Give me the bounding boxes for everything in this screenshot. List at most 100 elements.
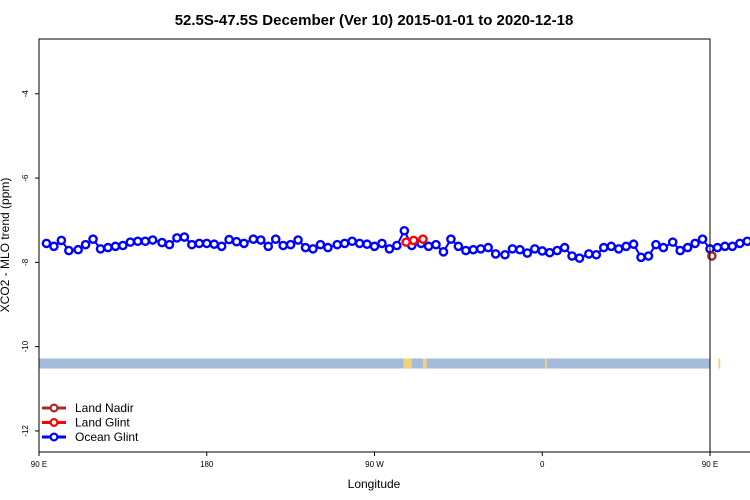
legend-label-land-glint: Land Glint — [75, 416, 130, 430]
data-point-ocean-glint — [613, 244, 624, 254]
data-point-ocean-glint — [438, 247, 449, 257]
data-point-ocean-glint — [300, 242, 311, 253]
x-tick-label: 0 — [540, 460, 545, 469]
x-tick-label: 180 — [200, 460, 214, 469]
plot-frame — [38, 38, 711, 453]
data-point-ocean-glint — [354, 238, 365, 249]
y-tick-label: -8 — [21, 258, 30, 266]
data-point-ocean-glint — [377, 238, 387, 249]
data-point-ocean-glint — [95, 244, 106, 254]
data-point-ocean-glint — [522, 248, 533, 258]
data-point-ocean-glint — [690, 238, 700, 249]
land-segment — [403, 358, 412, 369]
data-point-ocean-glint — [64, 245, 74, 256]
data-point-ocean-glint — [80, 239, 91, 250]
y-tick-label: -6 — [21, 174, 30, 182]
data-point-ocean-glint — [157, 237, 167, 248]
data-point-land-glint — [418, 234, 428, 244]
data-point-ocean-glint — [697, 234, 708, 244]
data-point-ocean-glint — [248, 234, 259, 244]
data-point-ocean-glint — [515, 244, 525, 255]
data-point-ocean-glint — [628, 239, 639, 250]
data-point-ocean-glint — [453, 241, 464, 252]
x-tick-label: 90 W — [365, 460, 384, 469]
data-point-ocean-glint — [446, 234, 456, 244]
land-ocean-band — [39, 358, 721, 369]
land-segment — [422, 358, 427, 369]
data-point-ocean-glint — [339, 238, 350, 249]
data-point-ocean-glint — [270, 234, 281, 244]
data-point-ocean-glint — [140, 236, 151, 247]
data-point-ocean-glint — [56, 235, 67, 246]
land-segment — [545, 358, 547, 369]
data-point-ocean-glint — [285, 239, 296, 250]
data-point-ocean-glint — [239, 238, 249, 249]
data-point-ocean-glint — [574, 253, 585, 263]
data-point-ocean-glint — [362, 239, 372, 250]
data-point-ocean-glint — [209, 239, 220, 250]
chart-title: 52.5S-47.5S December (Ver 10) 2015-01-01… — [175, 12, 574, 29]
data-point-ocean-glint — [164, 239, 175, 250]
legend-label-ocean-glint: Ocean Glint — [75, 430, 139, 444]
data-point-ocean-glint — [606, 241, 617, 252]
data-point-ocean-glint — [256, 235, 266, 245]
data-point-ocean-glint — [742, 236, 750, 247]
data-point-ocean-glint — [598, 242, 609, 253]
plot-area — [41, 225, 750, 263]
data-point-ocean-glint — [308, 244, 318, 254]
data-point-ocean-glint — [278, 240, 288, 251]
data-point-ocean-glint — [231, 236, 242, 247]
y-tick-label: -4 — [21, 90, 30, 98]
data-point-ocean-glint — [490, 249, 501, 259]
data-point-ocean-glint — [49, 241, 59, 252]
data-point-ocean-glint — [125, 237, 136, 247]
data-point-ocean-glint — [384, 244, 395, 254]
data-point-ocean-glint — [172, 233, 182, 243]
legend-label-land-nadir: Land Nadir — [75, 401, 134, 415]
data-point-ocean-glint — [369, 241, 380, 252]
data-point-ocean-glint — [720, 241, 730, 252]
data-point-ocean-glint — [727, 241, 738, 252]
data-point-ocean-glint — [675, 245, 685, 256]
data-point-ocean-glint — [399, 225, 410, 236]
data-point-land-nadir — [707, 251, 717, 261]
data-point-ocean-glint — [529, 244, 540, 254]
data-point-ocean-glint — [347, 236, 357, 247]
data-point-ocean-glint — [315, 239, 326, 250]
x-tick-label: 90 E — [31, 460, 47, 469]
legend-marker-ocean-glint — [49, 432, 59, 442]
data-point-ocean-glint — [41, 238, 52, 249]
data-point-ocean-glint — [475, 244, 486, 254]
land-segment — [718, 358, 721, 369]
data-point-ocean-glint — [552, 245, 562, 256]
data-point-ocean-glint — [461, 245, 471, 256]
data-point-ocean-glint — [216, 241, 227, 252]
data-point-ocean-glint — [118, 240, 128, 251]
data-point-ocean-glint — [507, 244, 518, 254]
x-axis-label: Longitude — [348, 477, 401, 491]
data-point-ocean-glint — [643, 251, 654, 261]
data-point-ocean-glint — [263, 241, 274, 252]
data-point-ocean-glint — [88, 234, 98, 244]
ocean-band — [39, 358, 710, 369]
data-point-ocean-glint — [500, 249, 510, 260]
data-point-ocean-glint — [431, 239, 441, 250]
data-point-ocean-glint — [667, 237, 678, 247]
data-point-ocean-glint — [658, 242, 669, 253]
data-point-ocean-glint — [591, 249, 602, 260]
data-point-ocean-glint — [224, 234, 234, 245]
data-point-ocean-glint — [651, 239, 661, 250]
data-point-ocean-glint — [682, 242, 693, 253]
data-point-ocean-glint — [132, 236, 143, 247]
y-axis-label: XCO2 - MLO trend (ppm) — [0, 178, 12, 313]
data-point-ocean-glint — [567, 251, 577, 261]
data-point-ocean-glint — [293, 235, 303, 245]
data-point-ocean-glint — [423, 241, 434, 252]
y-tick-label: -12 — [21, 425, 30, 437]
data-point-ocean-glint — [483, 242, 493, 253]
data-point-ocean-glint — [179, 232, 190, 242]
data-point-ocean-glint — [559, 242, 570, 253]
data-point-ocean-glint — [636, 252, 646, 263]
data-point-ocean-glint — [584, 249, 594, 259]
